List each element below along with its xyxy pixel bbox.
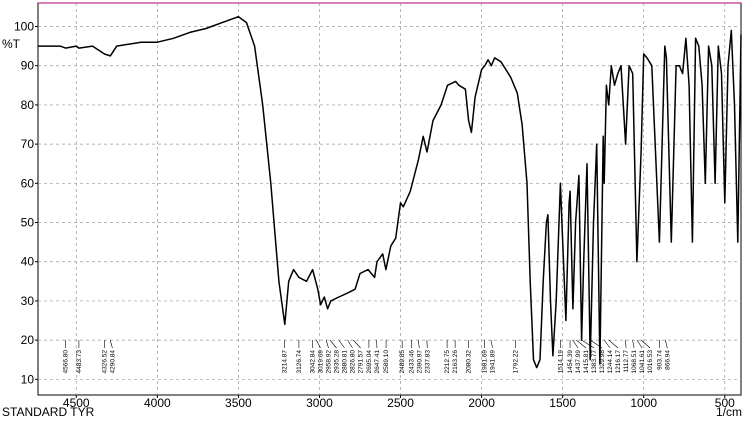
y-tick-label: 60 — [21, 176, 35, 190]
peak-label: 866.94 — [664, 350, 671, 370]
x-tick-label: 3500 — [225, 396, 252, 410]
y-tick-label: 30 — [21, 294, 35, 308]
peak-label: 1016.53 — [647, 350, 654, 374]
peak-label: 2880.81 — [342, 350, 349, 374]
x-axis-label: 1/cm — [716, 405, 742, 419]
peak-label: 1068.51 — [631, 350, 638, 374]
peak-label: 4483.73 — [76, 350, 83, 374]
peak-label: 1437.99 — [575, 350, 582, 374]
x-tick-label: 500 — [715, 396, 735, 410]
peak-label: 3042.84 — [310, 350, 317, 374]
peak-label: 2935.28 — [334, 350, 341, 374]
peak-leader — [636, 339, 643, 349]
peak-label: 3126.74 — [296, 350, 303, 374]
peak-label: 2212.75 — [444, 350, 451, 374]
x-tick-label: 3000 — [306, 396, 333, 410]
peak-label: 2695.04 — [366, 350, 373, 374]
peak-leader — [490, 339, 493, 349]
peak-leader — [665, 339, 668, 349]
y-tick-label: 10 — [21, 372, 35, 386]
peak-label: 2647.41 — [374, 350, 381, 374]
peak-label: 2390.97 — [416, 350, 423, 374]
y-axis-label: %T — [2, 37, 21, 51]
peak-leader — [572, 339, 579, 349]
spectrum-line — [38, 15, 742, 369]
peak-label: 2826.80 — [350, 350, 357, 374]
x-tick-label: 1500 — [549, 396, 576, 410]
peak-label: 1514.19 — [557, 350, 564, 374]
peak-leader — [329, 339, 337, 349]
peak-label: 1415.81 — [583, 350, 590, 374]
peak-label: 1981.69 — [482, 350, 489, 374]
peak-leader — [581, 339, 595, 349]
peak-leader — [632, 339, 635, 349]
peak-leader — [417, 339, 420, 349]
peak-label: 3019.69 — [318, 350, 325, 374]
peak-label: 2163.26 — [452, 350, 459, 374]
x-tick-label: 1000 — [630, 396, 657, 410]
peak-leader — [109, 339, 113, 349]
y-tick-label: 20 — [21, 333, 35, 347]
peak-leader — [325, 339, 329, 349]
peak-label: 1329.98 — [599, 350, 606, 374]
y-tick-label: 50 — [21, 216, 35, 230]
peak-label: 1941.89 — [490, 350, 497, 374]
peak-label: 2489.85 — [399, 350, 406, 374]
peak-label: 1041.61 — [639, 350, 646, 374]
y-tick-label: 70 — [21, 137, 35, 151]
peak-leader — [608, 339, 619, 349]
peak-leader — [316, 339, 321, 349]
peak-label: 4566.80 — [62, 350, 69, 374]
peak-label: 2080.32 — [466, 350, 473, 374]
peak-leader — [347, 339, 353, 349]
peak-label: 1792.22 — [512, 350, 519, 374]
peak-leader — [353, 339, 361, 349]
peak-label: 4290.84 — [109, 350, 116, 374]
peak-label: 1383.77 — [591, 350, 598, 374]
peak-leader — [576, 339, 587, 349]
peak-leader — [338, 339, 345, 349]
x-tick-label: 2000 — [468, 396, 495, 410]
peak-label: 2791.57 — [358, 350, 365, 374]
peak-label: 2589.10 — [383, 350, 390, 374]
peak-label: 903.74 — [656, 350, 663, 370]
peak-label: 1216.17 — [615, 350, 622, 374]
y-tick-label: 40 — [21, 255, 35, 269]
peak-leader — [603, 339, 611, 349]
y-tick-label: 90 — [21, 59, 35, 73]
peak-label: 1244.14 — [607, 350, 614, 374]
x-tick-label: 4500 — [63, 396, 90, 410]
y-tick-label: 100 — [14, 20, 34, 34]
x-tick-label: 4000 — [144, 396, 171, 410]
peak-label: 3214.87 — [282, 350, 289, 374]
peak-label: 1112.77 — [623, 350, 630, 373]
peak-label: 1454.39 — [567, 350, 574, 374]
peak-label: 4326.52 — [101, 350, 108, 374]
peak-leader — [640, 339, 651, 349]
y-tick-label: 80 — [21, 98, 35, 112]
peak-leader — [625, 339, 627, 349]
peak-label: 2958.92 — [326, 350, 333, 374]
peak-label: 2433.46 — [408, 350, 415, 374]
footer: STANDARD TYR — [2, 405, 95, 419]
x-tick-label: 2500 — [387, 396, 414, 410]
peak-label: 2337.83 — [424, 350, 431, 374]
